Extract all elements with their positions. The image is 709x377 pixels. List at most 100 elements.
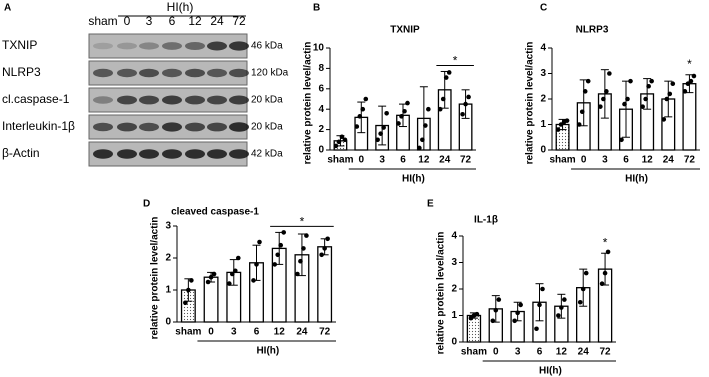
y-tick-label: 0 [451, 337, 457, 348]
data-point [360, 106, 366, 112]
data-point [354, 124, 360, 129]
data-point [426, 106, 431, 112]
data-point [357, 114, 363, 119]
blot-band [139, 68, 159, 78]
data-point [417, 145, 422, 151]
data-point [670, 81, 676, 86]
x-tick-label: 72 [600, 347, 612, 358]
data-point [490, 318, 496, 324]
data-point [235, 255, 241, 261]
blot-band [93, 42, 113, 50]
lane-label: 72 [232, 14, 246, 28]
data-point [226, 281, 232, 286]
data-point [257, 239, 262, 245]
blot-band [162, 149, 182, 159]
y-tick-label: 2 [540, 94, 546, 105]
y-tick-label: 0 [540, 145, 546, 156]
y-tick-label: 2 [451, 284, 457, 295]
data-point [640, 104, 645, 109]
size-label: 20 kDa [251, 122, 283, 133]
panel-label: C [540, 3, 547, 14]
x-tick-label: 6 [254, 327, 260, 338]
x-tick-label: 72 [684, 155, 696, 166]
blot-band [185, 68, 205, 78]
data-point [577, 299, 583, 305]
row-label: NLRP3 [2, 65, 41, 79]
data-point [562, 297, 567, 302]
lane-label: sham [88, 14, 117, 28]
data-point [304, 233, 309, 238]
y-tick-label: 6 [318, 83, 324, 94]
row-label: Interleukin-1β [2, 119, 75, 133]
x-axis-label: HI(h) [625, 174, 648, 185]
data-point [628, 78, 633, 84]
chart-title: NLRP3 [576, 25, 609, 36]
blot-band [139, 95, 159, 105]
y-tick-label: 0 [318, 145, 324, 156]
x-tick-label: sham [327, 155, 353, 166]
data-point [604, 89, 609, 94]
size-label: 46 kDa [251, 41, 283, 52]
x-tick-label: 3 [515, 347, 521, 358]
data-point [396, 121, 401, 126]
data-point [664, 96, 670, 102]
x-tick-label: 6 [400, 155, 406, 166]
y-tick-label: 4 [318, 104, 324, 115]
blot-band [207, 41, 227, 51]
data-point [512, 318, 517, 324]
data-point [420, 137, 425, 143]
data-point [423, 123, 428, 128]
data-point [275, 252, 281, 258]
lane-label: 24 [210, 14, 224, 28]
y-tick-label: 1 [540, 119, 546, 130]
blot-band [93, 122, 113, 132]
annotation: * [453, 54, 458, 68]
data-point [232, 268, 238, 274]
data-point [333, 143, 339, 149]
data-point [322, 246, 327, 251]
data-point [342, 137, 348, 143]
data-point [229, 271, 235, 277]
blot-band [185, 42, 205, 50]
size-label: 42 kDa [251, 149, 283, 160]
data-point [643, 96, 648, 102]
blot-band [162, 42, 182, 50]
data-point [515, 310, 520, 316]
blot-band [93, 96, 113, 104]
blot-band [229, 68, 249, 78]
lane-label: 3 [146, 14, 153, 28]
x-tick-label: sham [461, 347, 487, 358]
data-point [661, 117, 667, 122]
blot-band [229, 149, 249, 159]
x-tick-label: 12 [642, 155, 654, 166]
blot-band [117, 122, 137, 132]
data-point [667, 91, 673, 97]
data-point [585, 78, 591, 84]
data-point [301, 246, 306, 251]
data-point [254, 262, 259, 267]
data-point [446, 70, 452, 75]
blot-band [117, 68, 137, 78]
data-point [460, 112, 465, 117]
data-point [649, 78, 654, 84]
data-point [363, 96, 369, 102]
blot-band [93, 68, 113, 78]
panel-label: A [4, 3, 11, 14]
data-point [601, 96, 606, 102]
data-point [602, 270, 608, 276]
row-label: β-Actin [2, 146, 40, 160]
y-tick-label: 2 [165, 253, 171, 264]
blot-band [139, 122, 159, 132]
data-point [339, 134, 345, 140]
data-point [399, 114, 404, 119]
data-point [443, 75, 449, 80]
data-point [463, 101, 468, 107]
y-tick-label: 4 [451, 231, 457, 242]
data-point [691, 73, 697, 79]
panel-label: D [143, 199, 150, 210]
x-axis-label: HI(h) [402, 174, 425, 185]
x-tick-label: 24 [296, 327, 308, 338]
western-blot: A HI(h) [4, 0, 246, 17]
bar [317, 246, 333, 323]
panel-label: B [313, 3, 320, 14]
